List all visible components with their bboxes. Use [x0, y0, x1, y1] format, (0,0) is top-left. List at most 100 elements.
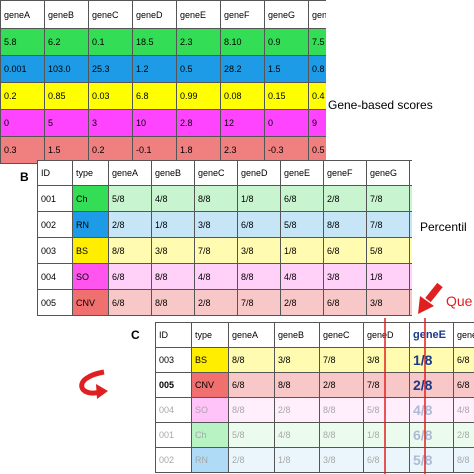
cell: 0.2: [0, 82, 45, 110]
cell: CNV: [72, 289, 109, 316]
cell: 0: [264, 109, 309, 137]
cell: BS: [72, 237, 109, 264]
cell: 6/8: [323, 237, 367, 264]
cell: 0.5: [308, 136, 326, 164]
cell: 8/8: [194, 185, 238, 212]
cell: 8/8: [151, 263, 195, 290]
cell: 2.3: [176, 28, 221, 56]
cell: 1/8: [280, 237, 324, 264]
query-label: Que: [446, 293, 473, 309]
cell: geneC: [319, 322, 364, 348]
cell: geneE: [280, 160, 324, 186]
cell: 9: [308, 109, 326, 137]
cell: 002: [37, 211, 73, 238]
cell: 6/8: [323, 289, 367, 316]
cell: 18.5: [132, 28, 177, 56]
cell: 2/8: [194, 289, 238, 316]
reorder-arrow: [79, 369, 105, 396]
cell: 8/8: [274, 372, 320, 398]
cell: 8/8: [453, 447, 474, 473]
cell: 0: [0, 109, 45, 137]
cell: geneD: [132, 0, 177, 29]
cell: 0.99: [176, 82, 221, 110]
cell: 0.08: [220, 82, 265, 110]
cell: 6/8: [409, 422, 454, 448]
cell: geneC: [88, 0, 133, 29]
reorder-arrow-head: [96, 384, 108, 399]
cell: 1/8: [237, 185, 281, 212]
cell: 6/8: [228, 372, 275, 398]
cell: 004: [155, 397, 192, 423]
cell: 7/8: [319, 347, 364, 373]
cell: 12: [220, 109, 265, 137]
table: geneAgeneBgeneCgeneDgeneEgeneFgeneGgeneH…: [0, 0, 326, 164]
cell: 3/8: [363, 347, 410, 373]
cell: 1.2: [132, 55, 177, 83]
cell: 7/8: [237, 289, 281, 316]
cell: 0.15: [264, 82, 309, 110]
cell: 8/8: [228, 397, 275, 423]
cell: 3/8: [274, 347, 320, 373]
cell: 6/8: [453, 347, 474, 373]
cell: 4/8: [280, 263, 324, 290]
cell: geneB: [44, 0, 89, 29]
cell: -0.1: [132, 136, 177, 164]
cell: geneB: [151, 160, 195, 186]
cell: 2/8: [228, 447, 275, 473]
cell: geneH: [308, 0, 326, 29]
cell: 4/8: [409, 397, 454, 423]
cell: 8/8: [323, 211, 367, 238]
cell: 8/8: [108, 237, 152, 264]
cell: 4/8: [409, 211, 412, 238]
cell: 2/8: [323, 185, 367, 212]
cell: 5/8: [409, 447, 454, 473]
cell: 3/8: [409, 185, 412, 212]
cell: geneH: [409, 160, 412, 186]
cell: 3/8: [366, 289, 410, 316]
cell: 5/8: [366, 237, 410, 264]
cell: 7/8: [194, 237, 238, 264]
cell: 001: [37, 185, 73, 212]
cell: geneC: [194, 160, 238, 186]
cell: geneF: [220, 0, 265, 29]
cell: geneA: [0, 0, 45, 29]
cell: type: [191, 322, 229, 348]
cell: ID: [155, 322, 192, 348]
cell: geneD: [363, 322, 410, 348]
cell: SO: [72, 263, 109, 290]
cell: 0.001: [0, 55, 45, 83]
cell: 1.5: [264, 55, 309, 83]
panel-label: C: [131, 328, 140, 342]
cell: 5/8: [409, 289, 412, 316]
cell: RN: [191, 447, 229, 473]
cell: 3/8: [151, 237, 195, 264]
cell: 6/8: [280, 185, 324, 212]
cell: 10: [132, 109, 177, 137]
cell: 7/8: [363, 372, 410, 398]
cell: 0.03: [88, 82, 133, 110]
cell: 4/8: [151, 185, 195, 212]
query-arrow-head: [418, 296, 434, 314]
cell: 2/8: [274, 397, 320, 423]
cell: 3: [88, 109, 133, 137]
cell: 3/8: [323, 263, 367, 290]
cell: 6/8: [108, 263, 152, 290]
caption: Gene-based scores: [328, 98, 433, 112]
cell: 002: [155, 447, 192, 473]
cell: 5: [44, 109, 89, 137]
cell: 5.8: [0, 28, 45, 56]
cell: 2/8: [453, 422, 474, 448]
cell: 005: [155, 372, 192, 398]
cell: geneA: [228, 322, 275, 348]
cell: geneG: [264, 0, 309, 29]
panel-label: B: [20, 170, 29, 184]
caption: Percentil: [420, 220, 467, 234]
cell: 2.3: [220, 136, 265, 164]
cell: RN: [72, 211, 109, 238]
cell: Ch: [191, 422, 229, 448]
cell: geneE: [176, 0, 221, 29]
cell: 6/8: [363, 447, 410, 473]
cell: 5/8: [280, 211, 324, 238]
